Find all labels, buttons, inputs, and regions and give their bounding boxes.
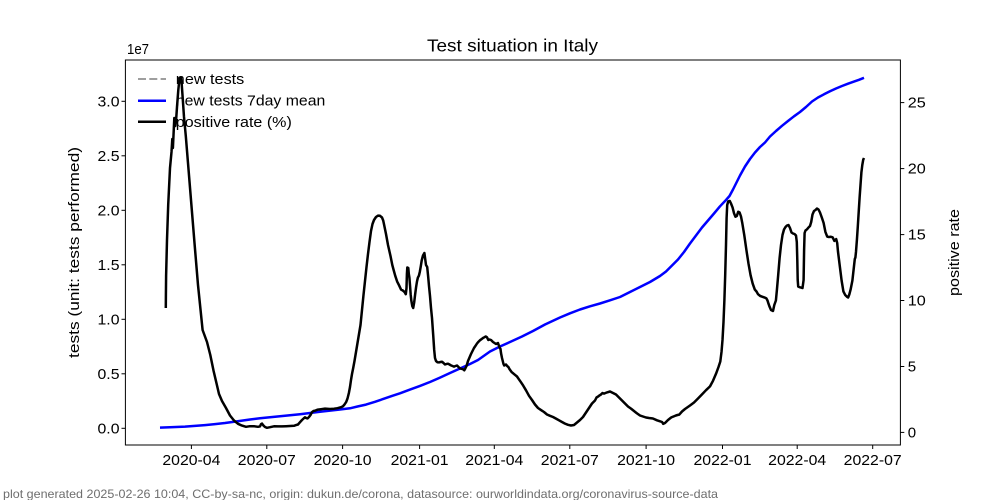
svg-text:0.5: 0.5: [98, 366, 120, 383]
svg-text:2022-04: 2022-04: [768, 452, 826, 469]
svg-text:2021-10: 2021-10: [617, 452, 675, 469]
svg-text:2022-07: 2022-07: [844, 452, 902, 469]
svg-text:1.0: 1.0: [98, 311, 120, 328]
svg-text:5: 5: [908, 359, 916, 376]
svg-text:2021-04: 2021-04: [465, 452, 523, 469]
svg-text:positive rate: positive rate: [946, 209, 963, 296]
svg-text:2022-01: 2022-01: [694, 452, 752, 469]
svg-text:20: 20: [908, 161, 926, 178]
svg-text:Test situation in Italy: Test situation in Italy: [427, 36, 598, 56]
svg-text:2021-01: 2021-01: [391, 452, 449, 469]
svg-text:2.0: 2.0: [98, 202, 120, 219]
svg-text:0: 0: [908, 424, 916, 441]
svg-text:2020-07: 2020-07: [238, 452, 296, 469]
svg-text:positive rate (%): positive rate (%): [176, 114, 292, 131]
svg-text:25: 25: [908, 95, 926, 112]
svg-text:2020-04: 2020-04: [162, 452, 220, 469]
svg-text:plot generated 2025-02-26 10:0: plot generated 2025-02-26 10:04, CC-by-s…: [3, 487, 718, 500]
svg-text:2020-10: 2020-10: [314, 452, 372, 469]
svg-text:10: 10: [908, 293, 926, 310]
svg-text:3.0: 3.0: [98, 93, 120, 110]
svg-text:0.0: 0.0: [98, 420, 120, 437]
svg-text:new tests: new tests: [176, 71, 245, 88]
svg-text:2.5: 2.5: [98, 148, 120, 165]
svg-text:1e7: 1e7: [127, 41, 149, 58]
svg-text:2021-07: 2021-07: [541, 452, 599, 469]
svg-text:1.5: 1.5: [98, 257, 120, 274]
svg-text:new tests 7day mean: new tests 7day mean: [176, 93, 325, 110]
svg-text:tests (unit: tests performed): tests (unit: tests performed): [66, 147, 83, 358]
svg-text:15: 15: [908, 227, 926, 244]
